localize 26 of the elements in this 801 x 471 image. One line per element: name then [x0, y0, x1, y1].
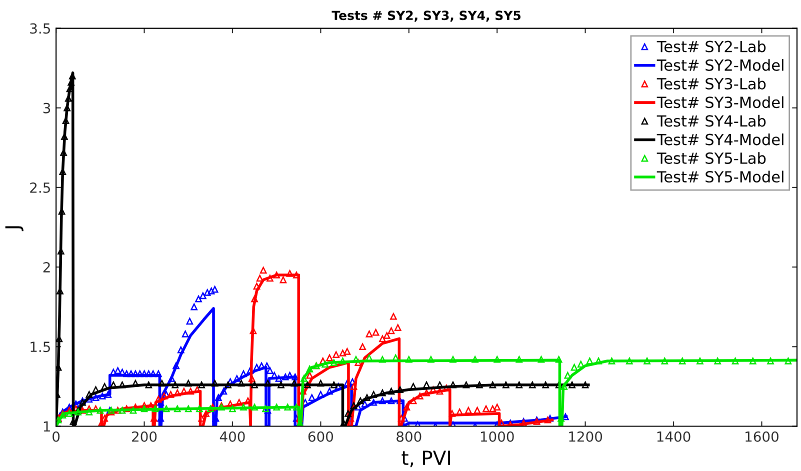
y-tick-label: 1.5: [30, 342, 50, 352]
x-tick-label: 600: [308, 431, 334, 442]
y-tick-label: 3: [43, 102, 50, 114]
y-axis-title: J: [5, 226, 24, 232]
x-tick-label: 400: [220, 431, 245, 442]
chart-title: Tests # SY2, SY3, SY4, SY5: [332, 10, 521, 22]
x-tick-label: 1200: [569, 431, 602, 442]
x-axis-title: t, PVI: [402, 450, 450, 468]
legend-label: Test# SY3-Lab: [656, 78, 766, 90]
x-tick-label: 1400: [657, 431, 690, 442]
x-tick-label: 0: [52, 431, 60, 442]
legend-label: Test# SY3-Model: [656, 96, 784, 108]
legend-label: Test# SY2-Model: [656, 59, 784, 71]
legend-label: Test# SY4-Lab: [656, 114, 766, 127]
legend-label: Test# SY5-Lab: [656, 152, 766, 164]
x-tick-label: 800: [396, 431, 422, 442]
y-tick-label: 3.5: [30, 23, 50, 34]
y-tick-label: 2.5: [30, 182, 50, 193]
y-tick-label: 2: [43, 262, 50, 272]
legend-label: Test# SY5-Model: [656, 170, 784, 183]
x-tick-label: 1600: [746, 431, 778, 442]
y-tick-label: 1: [44, 421, 50, 432]
legend-label: Test# SY2-Lab: [656, 40, 766, 52]
legend-label: Test# SY4-Model: [656, 134, 784, 146]
x-tick-label: 200: [132, 431, 157, 442]
x-tick-label: 1000: [480, 431, 514, 442]
